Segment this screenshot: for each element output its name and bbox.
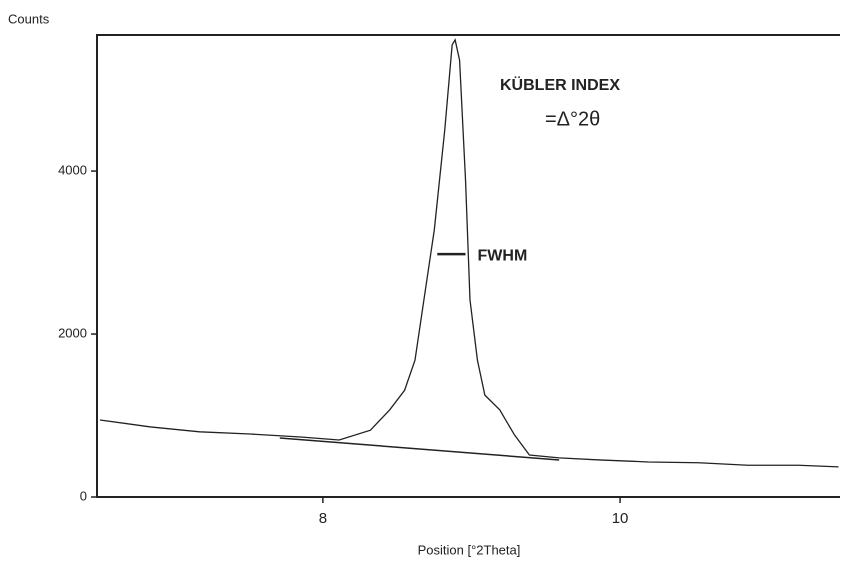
x-axis-label: Position [°2Theta] [418, 542, 521, 557]
x-tick-label: 10 [612, 510, 629, 527]
plot-frame [96, 34, 840, 498]
x-tick-label: 8 [319, 510, 327, 527]
y-tick-label: 4000 [58, 163, 87, 178]
data-line [99, 38, 839, 468]
fwhm-label: FWHM [478, 247, 528, 264]
y-tick-label: 0 [80, 488, 87, 503]
y-tick-label: 2000 [58, 325, 87, 340]
y-axis-label: Counts [8, 11, 50, 26]
baseline [279, 437, 560, 461]
annotation: KÜBLER INDEX [500, 75, 620, 94]
annotation: =Δ°2θ [545, 108, 600, 130]
